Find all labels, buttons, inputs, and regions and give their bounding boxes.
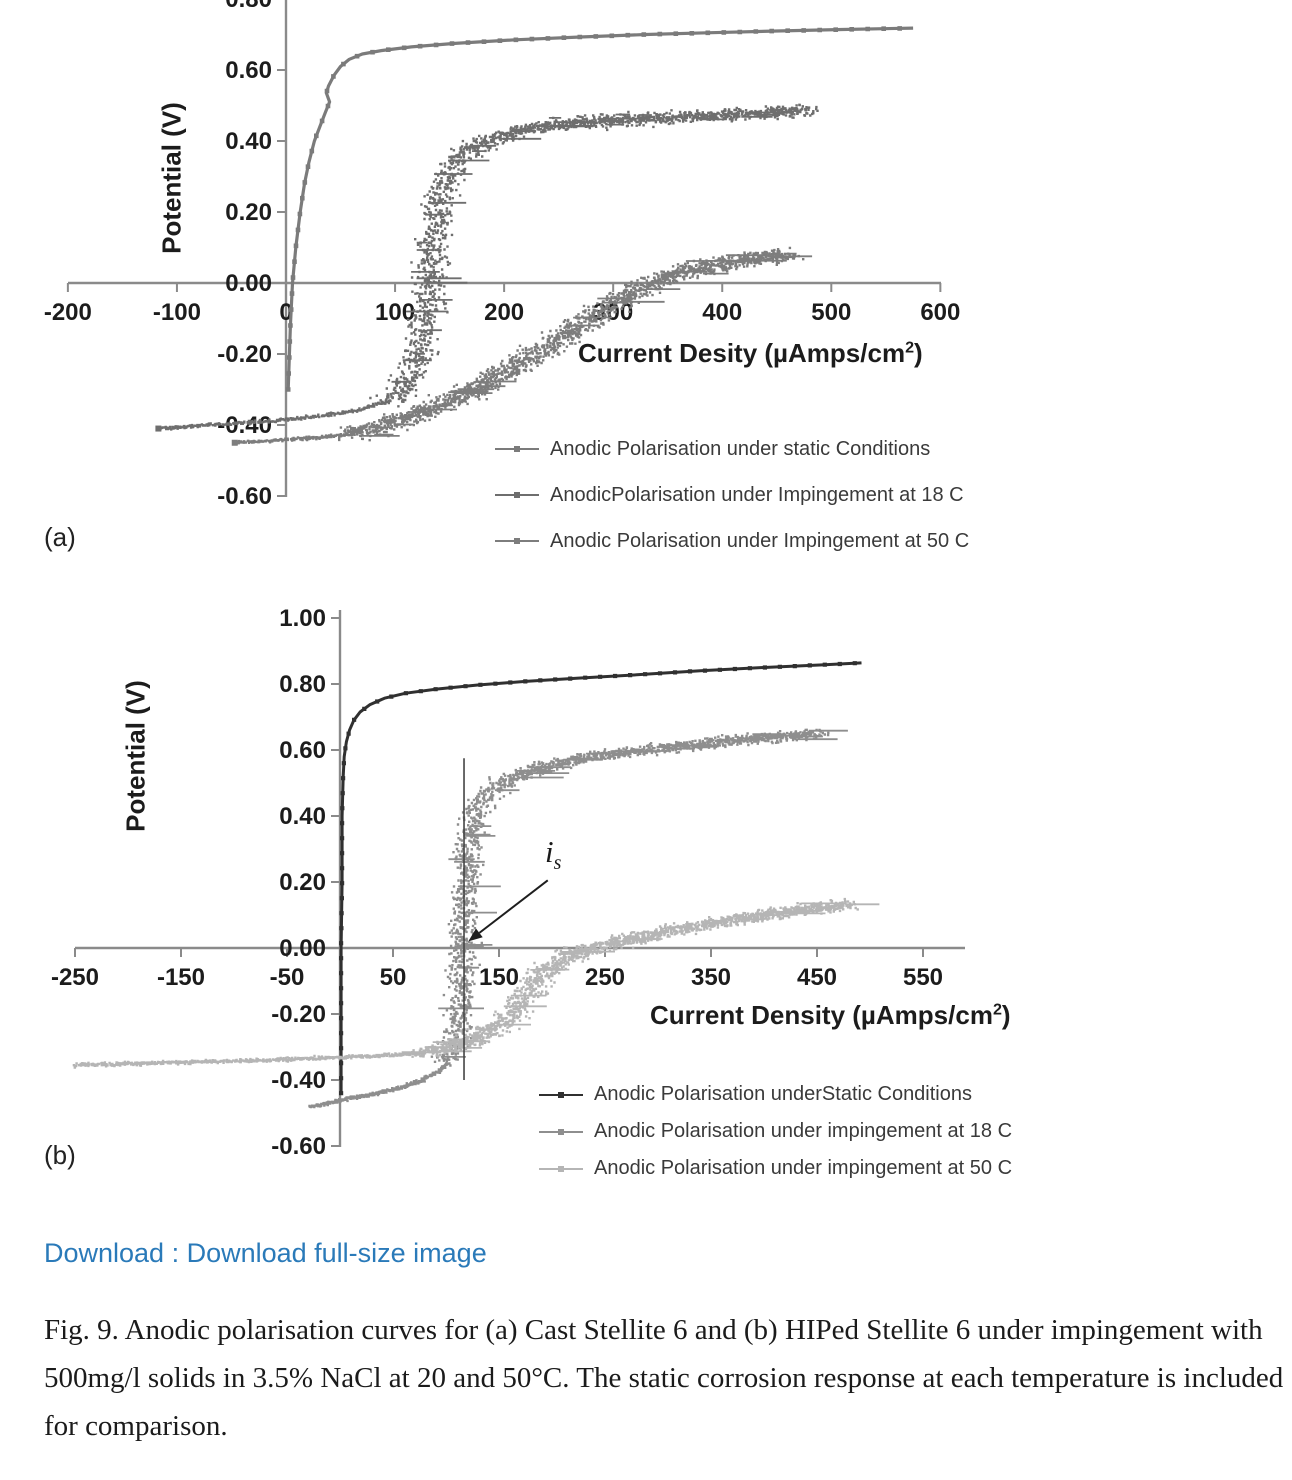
y-tick-label: 0.20: [225, 199, 272, 226]
y-tick-label: 0.20: [279, 869, 326, 896]
y-tick-label: 0.80: [225, 0, 272, 13]
series-streaks-anodic-polarisation-impingement-50c: [401, 902, 880, 1054]
legend-marker-icon: [495, 446, 539, 452]
x-tick-label: -250: [51, 964, 99, 991]
x-tick-label: 400: [702, 299, 742, 326]
chart-b: -250 -150 -50 50 150 250 350 450 550 1.00 0.80 0.60…: [51, 605, 965, 1160]
series-points-impingement-50c-tail: [72, 1051, 423, 1069]
y-tick-label: -0.60: [217, 483, 272, 510]
legend-item-label: Anodic Polarisation under Impingement at…: [550, 529, 970, 552]
series-streaks-anodic-polarisation-impingement-18c: [438, 729, 848, 1058]
chart-a-legend: Anodic Polarisation under static Conditi…: [494, 426, 969, 564]
y-tick-label: 0.80: [279, 671, 326, 698]
series-markers-anodic-polarisation-static: [339, 661, 857, 1096]
y-tick-label: 0.60: [279, 737, 326, 764]
x-tick-label: 600: [920, 299, 960, 326]
chart-a: -200-10001002003004005006000.800.600.400…: [44, 0, 960, 510]
y-tick-label: 0.40: [279, 803, 326, 830]
chart-a-series: [155, 26, 914, 446]
legend-item-label: Anodic Polarisation under impingement at…: [594, 1120, 1013, 1142]
series-markers-anodic-polarisation-static: [285, 26, 902, 392]
x-tick-label: -100: [153, 299, 201, 326]
x-tick-label: 100: [375, 299, 415, 326]
figure-caption: Fig. 9. Anodic polarisation curves for (…: [44, 1314, 1284, 1442]
y-tick-label: 0.60: [225, 57, 272, 84]
is-arrow-line: [478, 879, 549, 934]
chart-b-annotation: [463, 758, 549, 1080]
chart-a-y-axis-title: Potential (V): [156, 102, 187, 254]
legend-item-impingement-50c: Anodic Polarisation under impingement at…: [538, 1150, 1012, 1187]
chart-b-x-axis-title: Current Density (µAmps/cm2): [650, 1000, 1011, 1030]
y-tick-label: 1.00: [279, 605, 326, 632]
legend-item-label: Anodic Polarisation underStatic Conditio…: [594, 1083, 972, 1105]
legend-item-label: Anodic Polarisation under static Conditi…: [550, 437, 931, 460]
legend-item-impingement-18c: AnodicPolarisation under Impingement at …: [494, 472, 969, 518]
panel-label-b: (b): [44, 1140, 76, 1170]
series-start-marker-impingement-18c-tail: [155, 425, 162, 432]
y-tick-label: -0.60: [271, 1133, 326, 1160]
series-start-marker-impingement-50c-tail: [231, 439, 238, 446]
x-tick-label: 200: [484, 299, 524, 326]
y-tick-label: 0.40: [225, 128, 272, 155]
chart-b-y-axis-title: Potential (V): [120, 680, 151, 832]
legend-item-static: Anodic Polarisation underStatic Conditio…: [538, 1076, 1012, 1113]
legend-item-label: AnodicPolarisation under Impingement at …: [550, 483, 964, 506]
legend-item-impingement-18c: Anodic Polarisation under impingement at…: [538, 1113, 1012, 1150]
y-tick-label: -0.40: [271, 1067, 326, 1094]
x-tick-label: 150: [479, 964, 519, 991]
chart-b-legend: Anodic Polarisation underStatic Conditio…: [538, 1076, 1012, 1187]
y-tick-label: -0.20: [217, 341, 272, 368]
x-tick-label: -200: [44, 299, 92, 326]
y-tick-label: 0.00: [225, 270, 272, 297]
chart-a-x-axis-title: Current Desity (µAmps/cm2): [578, 338, 923, 368]
legend-marker-icon: [539, 1128, 583, 1135]
download-link[interactable]: Download : Download full-size image: [44, 1238, 487, 1268]
legend-item-static: Anodic Polarisation under static Conditi…: [494, 426, 969, 472]
series-streaks-anodic-polarisation-impingement-50c: [347, 252, 813, 437]
legend-marker-icon: [539, 1165, 583, 1172]
y-tick-label: 0.00: [279, 935, 326, 962]
legend-item-impingement-50c: Anodic Polarisation under Impingement at…: [494, 518, 969, 564]
legend-item-label: Anodic Polarisation under impingement at…: [594, 1157, 1013, 1179]
panel-label-a: (a): [44, 522, 76, 552]
x-tick-label: -50: [270, 964, 305, 991]
series-streaks-anodic-polarisation-impingement-18c: [391, 111, 791, 383]
chart-b-axes: -250 -150 -50 50 150 250 350 450 550 1.00 0.80 0.60…: [51, 605, 965, 1160]
series-points-anodic-polarisation-impingement-50c: [401, 897, 859, 1058]
x-tick-label: 350: [691, 964, 731, 991]
legend-marker-icon: [539, 1091, 583, 1098]
is-annotation-label: is: [545, 834, 562, 875]
chart-b-series: [72, 661, 880, 1109]
series-line-anodic-polarisation-static: [286, 26, 914, 390]
legend-marker-icon: [495, 492, 539, 498]
x-tick-label: 500: [811, 299, 851, 326]
x-tick-label: 50: [380, 964, 407, 991]
y-tick-label: -0.20: [271, 1001, 326, 1028]
x-tick-label: 250: [585, 964, 625, 991]
x-tick-label: -150: [157, 964, 205, 991]
legend-marker-icon: [495, 538, 539, 544]
is-arrowhead: [468, 928, 483, 942]
series-points-impingement-18c-tail: [157, 399, 388, 431]
x-tick-label: 550: [903, 964, 943, 991]
charts-canvas: -200-10001002003004005006000.800.600.400…: [44, 0, 965, 1160]
series-points-impingement-18c-tail: [308, 1062, 449, 1109]
x-tick-label: 450: [797, 964, 837, 991]
